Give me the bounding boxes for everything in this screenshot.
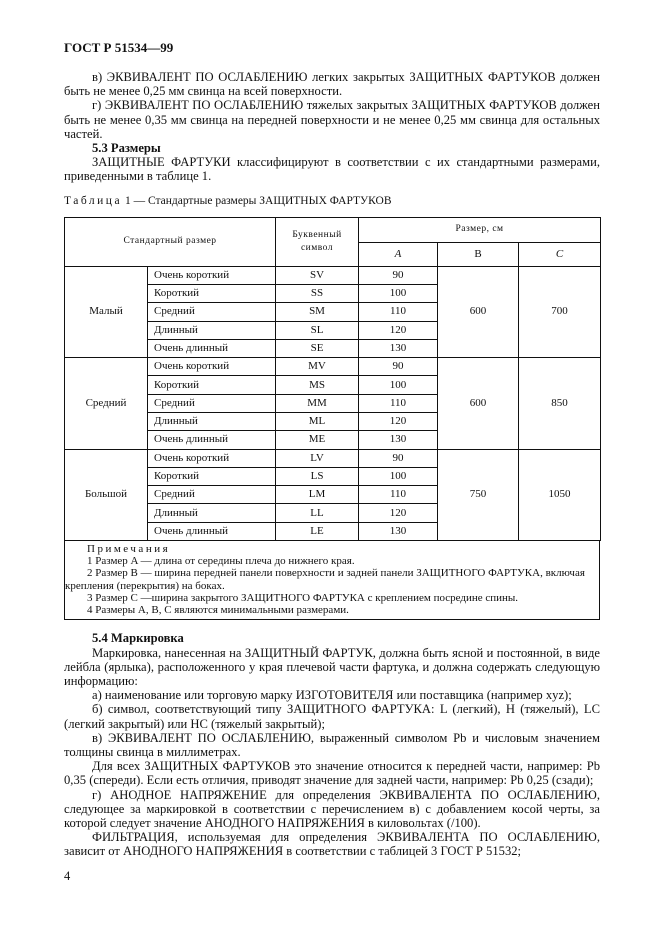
table-row: Очень длинный ME 130	[65, 430, 601, 450]
size-a: 90	[358, 448, 439, 468]
size-symbol: SS	[275, 283, 360, 304]
size-name: Очень короткий	[146, 357, 277, 377]
table-row: Короткий LS 100	[65, 466, 601, 487]
size-symbol: LE	[275, 521, 360, 542]
paragraph: а) наименование или торговую марку ИЗГОТ…	[92, 688, 572, 703]
size-name: Длинный	[146, 320, 277, 340]
note: 3 Размер C —ширина закрытого ЗАЩИТНОГО Ф…	[87, 591, 519, 604]
header-c: C	[518, 241, 602, 267]
size-a: 130	[358, 521, 439, 542]
note: 2 Размер B — ширина передней панели пове…	[65, 567, 585, 592]
note: 4 Размеры A, B, C являются минимальными …	[87, 604, 349, 617]
size-name: Длинный	[146, 503, 277, 523]
size-name: Средний	[146, 393, 277, 414]
size-symbol: MM	[275, 393, 360, 414]
table-row: Большой Очень короткий LV 90 750 1050	[64, 448, 602, 542]
section-heading: 5.4 Маркировка	[92, 631, 184, 646]
size-symbol: LM	[275, 485, 360, 505]
size-name: Очень короткий	[146, 448, 277, 468]
header-dims: Размер, см	[358, 216, 602, 243]
paragraph: в) ЭКВИВАЛЕНТ ПО ОСЛАБЛЕНИЮ, выраженный …	[64, 730, 600, 759]
table-row: Очень длинный SE 130	[65, 338, 601, 359]
size-name: Очень короткий	[146, 265, 277, 285]
size-a: 90	[358, 357, 439, 377]
size-group-name: Малый	[64, 265, 148, 359]
header-symbol: Буквенный символ	[275, 216, 360, 267]
section-heading: 5.3 Размеры	[92, 141, 161, 156]
size-a: 100	[358, 283, 439, 304]
size-c: 700	[518, 265, 602, 359]
table-row: Средний SM 110	[65, 302, 601, 322]
size-symbol: LL	[275, 503, 360, 523]
size-symbol: LV	[275, 448, 360, 468]
table-caption: Таблица 1 — Стандартные размеры ЗАЩИТНЫХ…	[64, 194, 600, 208]
size-name: Очень длинный	[146, 430, 277, 450]
size-group-name: Средний	[64, 357, 148, 450]
top-text: в) ЭКВИВАЛЕНТ ПО ОСЛАБЛЕНИЮ легких закры…	[64, 70, 600, 184]
size-a: 110	[358, 302, 439, 322]
size-name: Короткий	[146, 466, 277, 487]
header-a: A	[358, 241, 439, 267]
size-c: 850	[518, 357, 602, 450]
size-a: 100	[358, 466, 439, 487]
size-a: 120	[358, 503, 439, 523]
note: 1 Размер A — длина от середины плеча до …	[87, 555, 355, 568]
size-symbol: LS	[275, 466, 360, 487]
paragraph: Маркировка, нанесенная на ЗАЩИТНЫЙ ФАРТУ…	[64, 645, 600, 688]
size-symbol: ME	[275, 430, 360, 450]
size-a: 120	[358, 320, 439, 340]
caption-text: 1 — Стандартные размеры ЗАЩИТНЫХ ФАРТУКО…	[122, 194, 392, 207]
size-name: Короткий	[146, 375, 277, 395]
size-group-name: Большой	[64, 448, 148, 542]
table-notes: Примечания 1 Размер A — длина от середин…	[64, 541, 600, 621]
paragraph: ЗАЩИТНЫЕ ФАРТУКИ классифицируют в соотве…	[64, 155, 600, 184]
size-name: Средний	[146, 485, 277, 505]
paragraph: б) символ, соответствующий типу ЗАЩИТНОГ…	[64, 702, 600, 731]
size-name: Очень длинный	[146, 521, 277, 542]
size-a: 130	[358, 338, 439, 359]
document-header: ГОСТ Р 51534—99	[64, 40, 174, 55]
table-row: Короткий MS 100	[65, 375, 601, 395]
size-symbol: ML	[275, 411, 360, 432]
size-name: Средний	[146, 302, 277, 322]
size-a: 110	[358, 485, 439, 505]
size-symbol: SM	[275, 302, 360, 322]
size-symbol: SL	[275, 320, 360, 340]
size-b: 600	[437, 265, 520, 359]
size-name: Длинный	[146, 411, 277, 432]
paragraph: г) ЭКВИВАЛЕНТ ПО ОСЛАБЛЕНИЮ тяжелых закр…	[64, 98, 600, 141]
size-b: 600	[437, 357, 520, 450]
size-a: 100	[358, 375, 439, 395]
sizes-table: Стандартный размер Буквенный символ Разм…	[63, 216, 602, 542]
size-symbol: SV	[275, 265, 360, 285]
paragraph: Для всех ЗАЩИТНЫХ ФАРТУКОВ это значение …	[64, 759, 600, 788]
size-b: 750	[437, 448, 520, 542]
table-row: Малый Очень короткий SV 90 600 700	[64, 265, 602, 359]
size-a: 120	[358, 411, 439, 432]
header-b: B	[437, 241, 520, 267]
table-row: Средний MM 110	[65, 393, 601, 414]
header-size: Стандартный размер	[63, 216, 277, 267]
size-a: 90	[358, 265, 439, 285]
paragraph: г) АНОДНОЕ НАПРЯЖЕНИЕ для определения ЭК…	[64, 787, 600, 830]
size-a: 130	[358, 430, 439, 450]
section-5-4: 5.4 Маркировка Маркировка, нанесенная на…	[64, 631, 600, 858]
size-a: 110	[358, 393, 439, 414]
page-number: 4	[64, 868, 71, 883]
notes-title: Примечания	[87, 543, 171, 556]
size-name: Короткий	[146, 283, 277, 304]
size-c: 1050	[518, 448, 602, 542]
paragraph: в) ЭКВИВАЛЕНТ ПО ОСЛАБЛЕНИЮ легких закры…	[64, 70, 600, 99]
table-row: Длинный ML 120	[65, 411, 601, 432]
paragraph: ФИЛЬТРАЦИЯ, используемая для определения…	[64, 830, 600, 859]
caption-label: Таблица	[64, 194, 123, 207]
table-row: Средний Очень короткий MV 90 600 850	[64, 357, 602, 450]
size-symbol: MS	[275, 375, 360, 395]
size-symbol: MV	[275, 357, 360, 377]
table-row: Очень длинный LE 130	[65, 521, 601, 542]
size-symbol: SE	[275, 338, 360, 359]
size-name: Очень длинный	[146, 338, 277, 359]
